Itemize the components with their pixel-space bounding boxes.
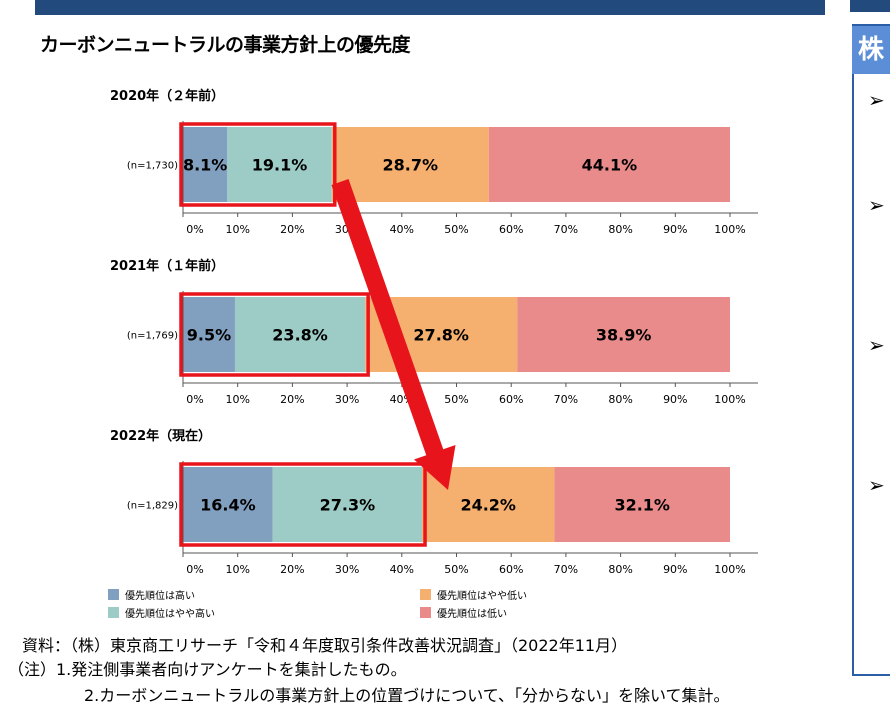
legend-swatch: [420, 607, 431, 618]
legend-swatch: [108, 607, 119, 618]
bullet-arrow-icon: ➢: [868, 88, 885, 112]
right-header-bar: [850, 0, 890, 12]
source-note: 資料：（株）東京商工リサーチ「令和４年度取引条件改善状況調査」（2022年11月…: [22, 636, 628, 655]
group-label: 2022年（現在）: [110, 428, 211, 444]
tick-label: 20%: [280, 563, 304, 576]
data-label: 9.5%: [187, 326, 231, 345]
legend-label: 優先順位は高い: [125, 589, 195, 602]
right-panel-header: 株: [852, 26, 890, 74]
tick-label: 70%: [554, 393, 578, 406]
highlight-box: [179, 292, 370, 377]
tick-label: 60%: [499, 563, 523, 576]
bar-segment: [227, 127, 332, 202]
tick-label: 0%: [186, 223, 203, 236]
bar-segment: [488, 127, 730, 202]
tick-label: 70%: [554, 563, 578, 576]
tick-label: 90%: [663, 223, 687, 236]
data-label: 38.9%: [596, 326, 652, 345]
tick-label: 40%: [390, 223, 414, 236]
data-label: 27.8%: [413, 326, 469, 345]
data-label: 8.1%: [183, 156, 227, 175]
tick-label: 30%: [335, 563, 359, 576]
tick-label: 10%: [225, 563, 249, 576]
tick-label: 60%: [499, 223, 523, 236]
bar-segment: [331, 127, 489, 202]
tick-label: 20%: [280, 223, 304, 236]
tick-label: 90%: [663, 393, 687, 406]
tick-label: 0%: [186, 563, 203, 576]
sample-size: (n=1,730): [127, 161, 178, 172]
tick-label: 100%: [714, 223, 745, 236]
tick-label: 100%: [714, 393, 745, 406]
legend-label: 優先順位はやや低い: [437, 589, 527, 602]
highlight-arrow: [331, 179, 456, 491]
sample-size: (n=1,829): [127, 501, 178, 512]
data-label: 28.7%: [383, 156, 439, 175]
data-label: 32.1%: [614, 496, 670, 515]
tick-label: 50%: [444, 563, 468, 576]
tick-label: 50%: [444, 223, 468, 236]
tick-label: 40%: [390, 563, 414, 576]
legend-swatch: [420, 589, 431, 600]
bar-segment: [183, 127, 228, 202]
highlight-box: [179, 122, 337, 207]
legend-label: 優先順位は低い: [437, 607, 507, 620]
sample-size: (n=1,769): [127, 331, 178, 342]
tick-label: 10%: [225, 223, 249, 236]
tick-label: 80%: [608, 563, 632, 576]
tick-label: 80%: [608, 223, 632, 236]
tick-label: 90%: [663, 563, 687, 576]
legend-label: 優先順位はやや高い: [125, 607, 215, 620]
bullet-arrow-icon: ➢: [868, 193, 885, 217]
tick-label: 30%: [335, 393, 359, 406]
group-label: 2020年（２年前）: [110, 88, 224, 104]
data-label: 16.4%: [200, 496, 256, 515]
bullet-arrow-icon: ➢: [868, 473, 885, 497]
data-label: 24.2%: [460, 496, 516, 515]
data-label: 23.8%: [272, 326, 328, 345]
bar-segment: [183, 297, 235, 372]
tick-label: 80%: [608, 393, 632, 406]
tick-label: 60%: [499, 393, 523, 406]
tick-label: 20%: [280, 393, 304, 406]
group-label: 2021年（１年前）: [110, 258, 224, 274]
bullet-arrow-icon: ➢: [868, 333, 885, 357]
legend-swatch: [108, 589, 119, 600]
tick-label: 10%: [225, 393, 249, 406]
bar-segment: [183, 467, 273, 542]
tick-label: 70%: [554, 223, 578, 236]
slide-header-bar: [35, 0, 825, 15]
bar-segment: [517, 297, 730, 372]
note-2: 2.カーボンニュートラルの事業方針上の位置づけについて、「分からない」を除いて集…: [84, 686, 730, 705]
tick-label: 50%: [444, 393, 468, 406]
bar-segment: [234, 297, 366, 372]
right-panel: [852, 24, 890, 676]
data-label: 27.3%: [320, 496, 376, 515]
chart-title: カーボンニュートラルの事業方針上の優先度: [40, 34, 411, 56]
data-label: 44.1%: [582, 156, 638, 175]
tick-label: 100%: [714, 563, 745, 576]
highlight-box: [179, 462, 427, 547]
bar-segment: [554, 467, 730, 542]
data-label: 19.1%: [252, 156, 308, 175]
note-1: （注）1.発注側事業者向けアンケートを集計したもの。: [8, 660, 407, 679]
tick-label: 0%: [186, 393, 203, 406]
bar-segment: [272, 467, 423, 542]
